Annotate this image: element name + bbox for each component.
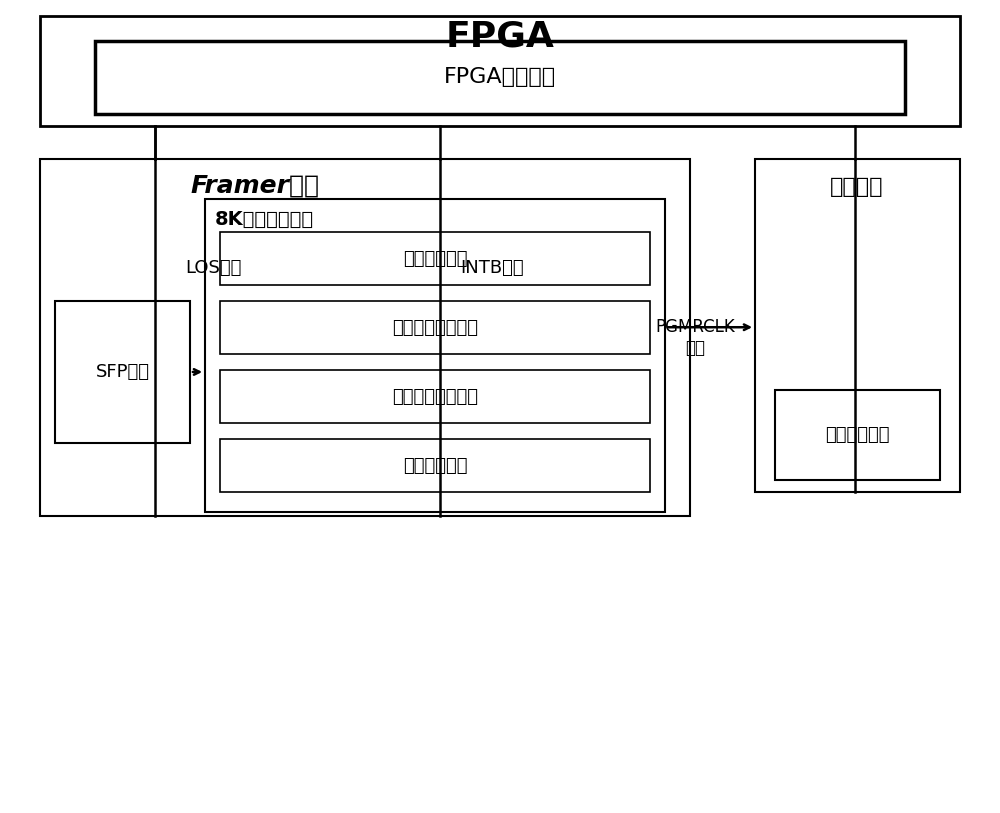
Bar bbox=[205, 199, 665, 512]
Text: 时钟处理模块: 时钟处理模块 bbox=[825, 426, 889, 444]
Bar bbox=[220, 370, 650, 423]
Text: 8K时钟处理模块: 8K时钟处理模块 bbox=[215, 210, 314, 229]
Text: Framer芯片: Framer芯片 bbox=[190, 173, 319, 198]
Bar bbox=[220, 301, 650, 354]
Text: FPGA: FPGA bbox=[446, 20, 554, 54]
Text: INTB管脚: INTB管脚 bbox=[460, 259, 524, 277]
Text: 故障实时监测模块: 故障实时监测模块 bbox=[392, 388, 478, 406]
Text: FPGA处理模块: FPGA处理模块 bbox=[444, 67, 556, 87]
Bar bbox=[220, 232, 650, 285]
Text: LOS管脚: LOS管脚 bbox=[185, 259, 241, 277]
Text: 中断处理模块: 中断处理模块 bbox=[403, 457, 467, 475]
Text: SFP模块: SFP模块 bbox=[96, 363, 150, 381]
Text: PGMRCLK
管脚: PGMRCLK 管脚 bbox=[655, 318, 735, 357]
Bar bbox=[755, 159, 960, 492]
Bar bbox=[220, 439, 650, 492]
Bar bbox=[95, 41, 905, 114]
Bar bbox=[55, 301, 190, 443]
Bar bbox=[40, 16, 960, 126]
Text: 时钟芯片: 时钟芯片 bbox=[830, 177, 884, 197]
Text: 配置处理模块: 配置处理模块 bbox=[403, 250, 467, 267]
Bar bbox=[775, 390, 940, 480]
Bar bbox=[40, 159, 690, 516]
Text: 告警中断配置模块: 告警中断配置模块 bbox=[392, 319, 478, 337]
